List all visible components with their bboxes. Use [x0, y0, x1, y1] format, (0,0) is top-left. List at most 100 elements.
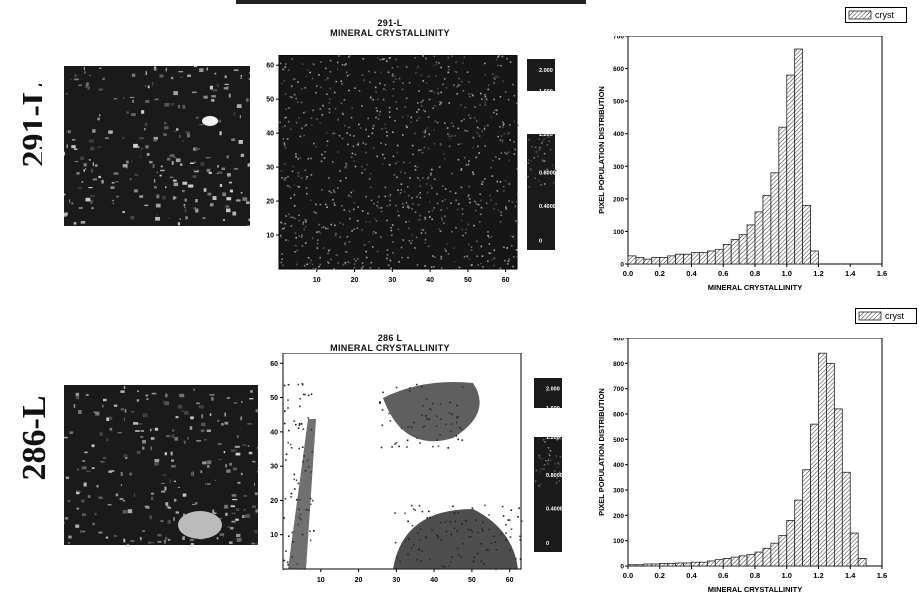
hist-x-tick: 0.6: [718, 269, 728, 278]
hist-bar: [707, 561, 715, 566]
hist-bar: [755, 212, 763, 264]
hist-legend: cryst: [845, 7, 907, 23]
hist-y-tick: 100: [613, 229, 624, 236]
hist-x-tick: 0.2: [655, 571, 665, 580]
hist-bar: [668, 256, 676, 264]
colorbar-tick: 2.000: [546, 387, 560, 393]
hist-bar: [795, 500, 803, 566]
hist-x-tick: 1.0: [782, 571, 792, 580]
colorbar-tick: 0.4000: [539, 204, 556, 210]
map-x-tick: 40: [426, 277, 434, 284]
hist-x-tick: 0.4: [686, 269, 697, 278]
map-x-tick: 30: [392, 577, 400, 584]
hist-bar: [699, 562, 707, 566]
hist-bar: [644, 259, 652, 264]
hist-bar: [692, 253, 700, 264]
hist-x-tick: 1.2: [813, 269, 823, 278]
map-x-tick: 10: [317, 577, 325, 584]
hist-x-tick: 1.6: [877, 269, 887, 278]
colorbar-tick: 0.8000: [546, 473, 563, 479]
hist-bar: [739, 556, 747, 566]
hist-bar: [723, 558, 731, 566]
map-y-tick: 40: [270, 429, 278, 436]
hist-y-tick: 200: [613, 196, 624, 203]
sample-label: 286-L: [15, 388, 55, 488]
map-x-tick: 30: [388, 277, 396, 284]
hist-bar: [787, 520, 795, 566]
hist-x-tick: 1.4: [845, 571, 856, 580]
map-y-tick: 60: [266, 63, 274, 70]
hist-y-tick: 300: [613, 164, 624, 171]
hist-bar: [707, 251, 715, 264]
hist-x-tick: 0.8: [750, 571, 760, 580]
hist-bar: [628, 256, 636, 264]
hist-bar: [692, 562, 700, 566]
legend-swatch: [859, 312, 881, 320]
hist-bar: [803, 470, 811, 566]
hist-ylabel: PIXEL POPULATION DISTRIBUTION: [598, 388, 606, 516]
hist-bar: [731, 240, 739, 264]
map-x-tick: 50: [468, 577, 476, 584]
hist-x-tick: 1.6: [877, 571, 887, 580]
hist-bar: [755, 552, 763, 566]
top-rule: [236, 0, 586, 4]
map-x-tick: 20: [351, 277, 359, 284]
hist-bar: [811, 251, 819, 264]
hist-y-tick: 200: [613, 513, 624, 520]
colorbar-tick: 2.000: [539, 68, 553, 74]
colorbar-tick: 0: [546, 541, 549, 547]
hist-bar: [842, 472, 850, 566]
map-x-tick: 60: [506, 577, 514, 584]
hist-x-tick: 0.4: [686, 571, 697, 580]
hist-xlabel: MINERAL CRYSTALLINITY: [708, 283, 802, 292]
hist-bar: [771, 543, 779, 566]
hist-bar: [644, 564, 652, 566]
hist-bar: [811, 424, 819, 566]
hist-x-tick: 0.8: [750, 269, 760, 278]
map-y-tick: 20: [270, 498, 278, 505]
colorbar-tick: 1.200: [539, 132, 553, 138]
hist-xlabel: MINERAL CRYSTALLINITY: [708, 585, 802, 594]
legend-label: cryst: [885, 311, 904, 321]
hist-y-tick: 400: [613, 131, 624, 138]
hist-bar: [668, 563, 676, 566]
hist-x-tick: 0.6: [718, 571, 728, 580]
hist-bar: [652, 564, 660, 566]
hist-x-tick: 0.2: [655, 269, 665, 278]
hist-y-tick: 500: [613, 437, 624, 444]
hist-bar: [660, 563, 668, 566]
hist-ylabel: PIXEL POPULATION DISTRIBUTION: [598, 86, 606, 214]
hist-x-tick: 1.4: [845, 269, 856, 278]
map-x-tick: 10: [313, 277, 321, 284]
hist-y-tick: 500: [613, 99, 624, 106]
hist-x-tick: 1.2: [813, 571, 823, 580]
map-x-tick: 40: [430, 577, 438, 584]
hist-y-tick: 400: [613, 462, 624, 469]
hist-bar: [684, 254, 692, 264]
hist-bar: [779, 127, 787, 264]
hist-bar: [747, 225, 755, 264]
sample-photo: [50, 385, 258, 545]
sample-photo: [42, 66, 250, 226]
map-y-tick: 30: [266, 165, 274, 172]
hist-y-tick: 700: [613, 36, 624, 41]
hist-bar: [795, 49, 803, 264]
map-title-subtitle: MINERAL CRYSTALLINITY: [280, 343, 500, 353]
hist-bar: [787, 75, 795, 264]
legend-swatch: [849, 11, 871, 19]
hist-y-tick: 600: [613, 412, 624, 419]
map-x-tick: 50: [464, 277, 472, 284]
hist-bar: [771, 173, 779, 264]
colorbar-tick: 1.200: [546, 435, 560, 441]
legend-label: cryst: [875, 10, 894, 20]
hist-bar: [850, 533, 858, 566]
hist-x-tick: 1.0: [782, 269, 792, 278]
hist-bar: [739, 235, 747, 264]
hist-bar: [636, 565, 644, 566]
hist-bar: [636, 257, 644, 264]
hist-bar: [763, 548, 771, 566]
